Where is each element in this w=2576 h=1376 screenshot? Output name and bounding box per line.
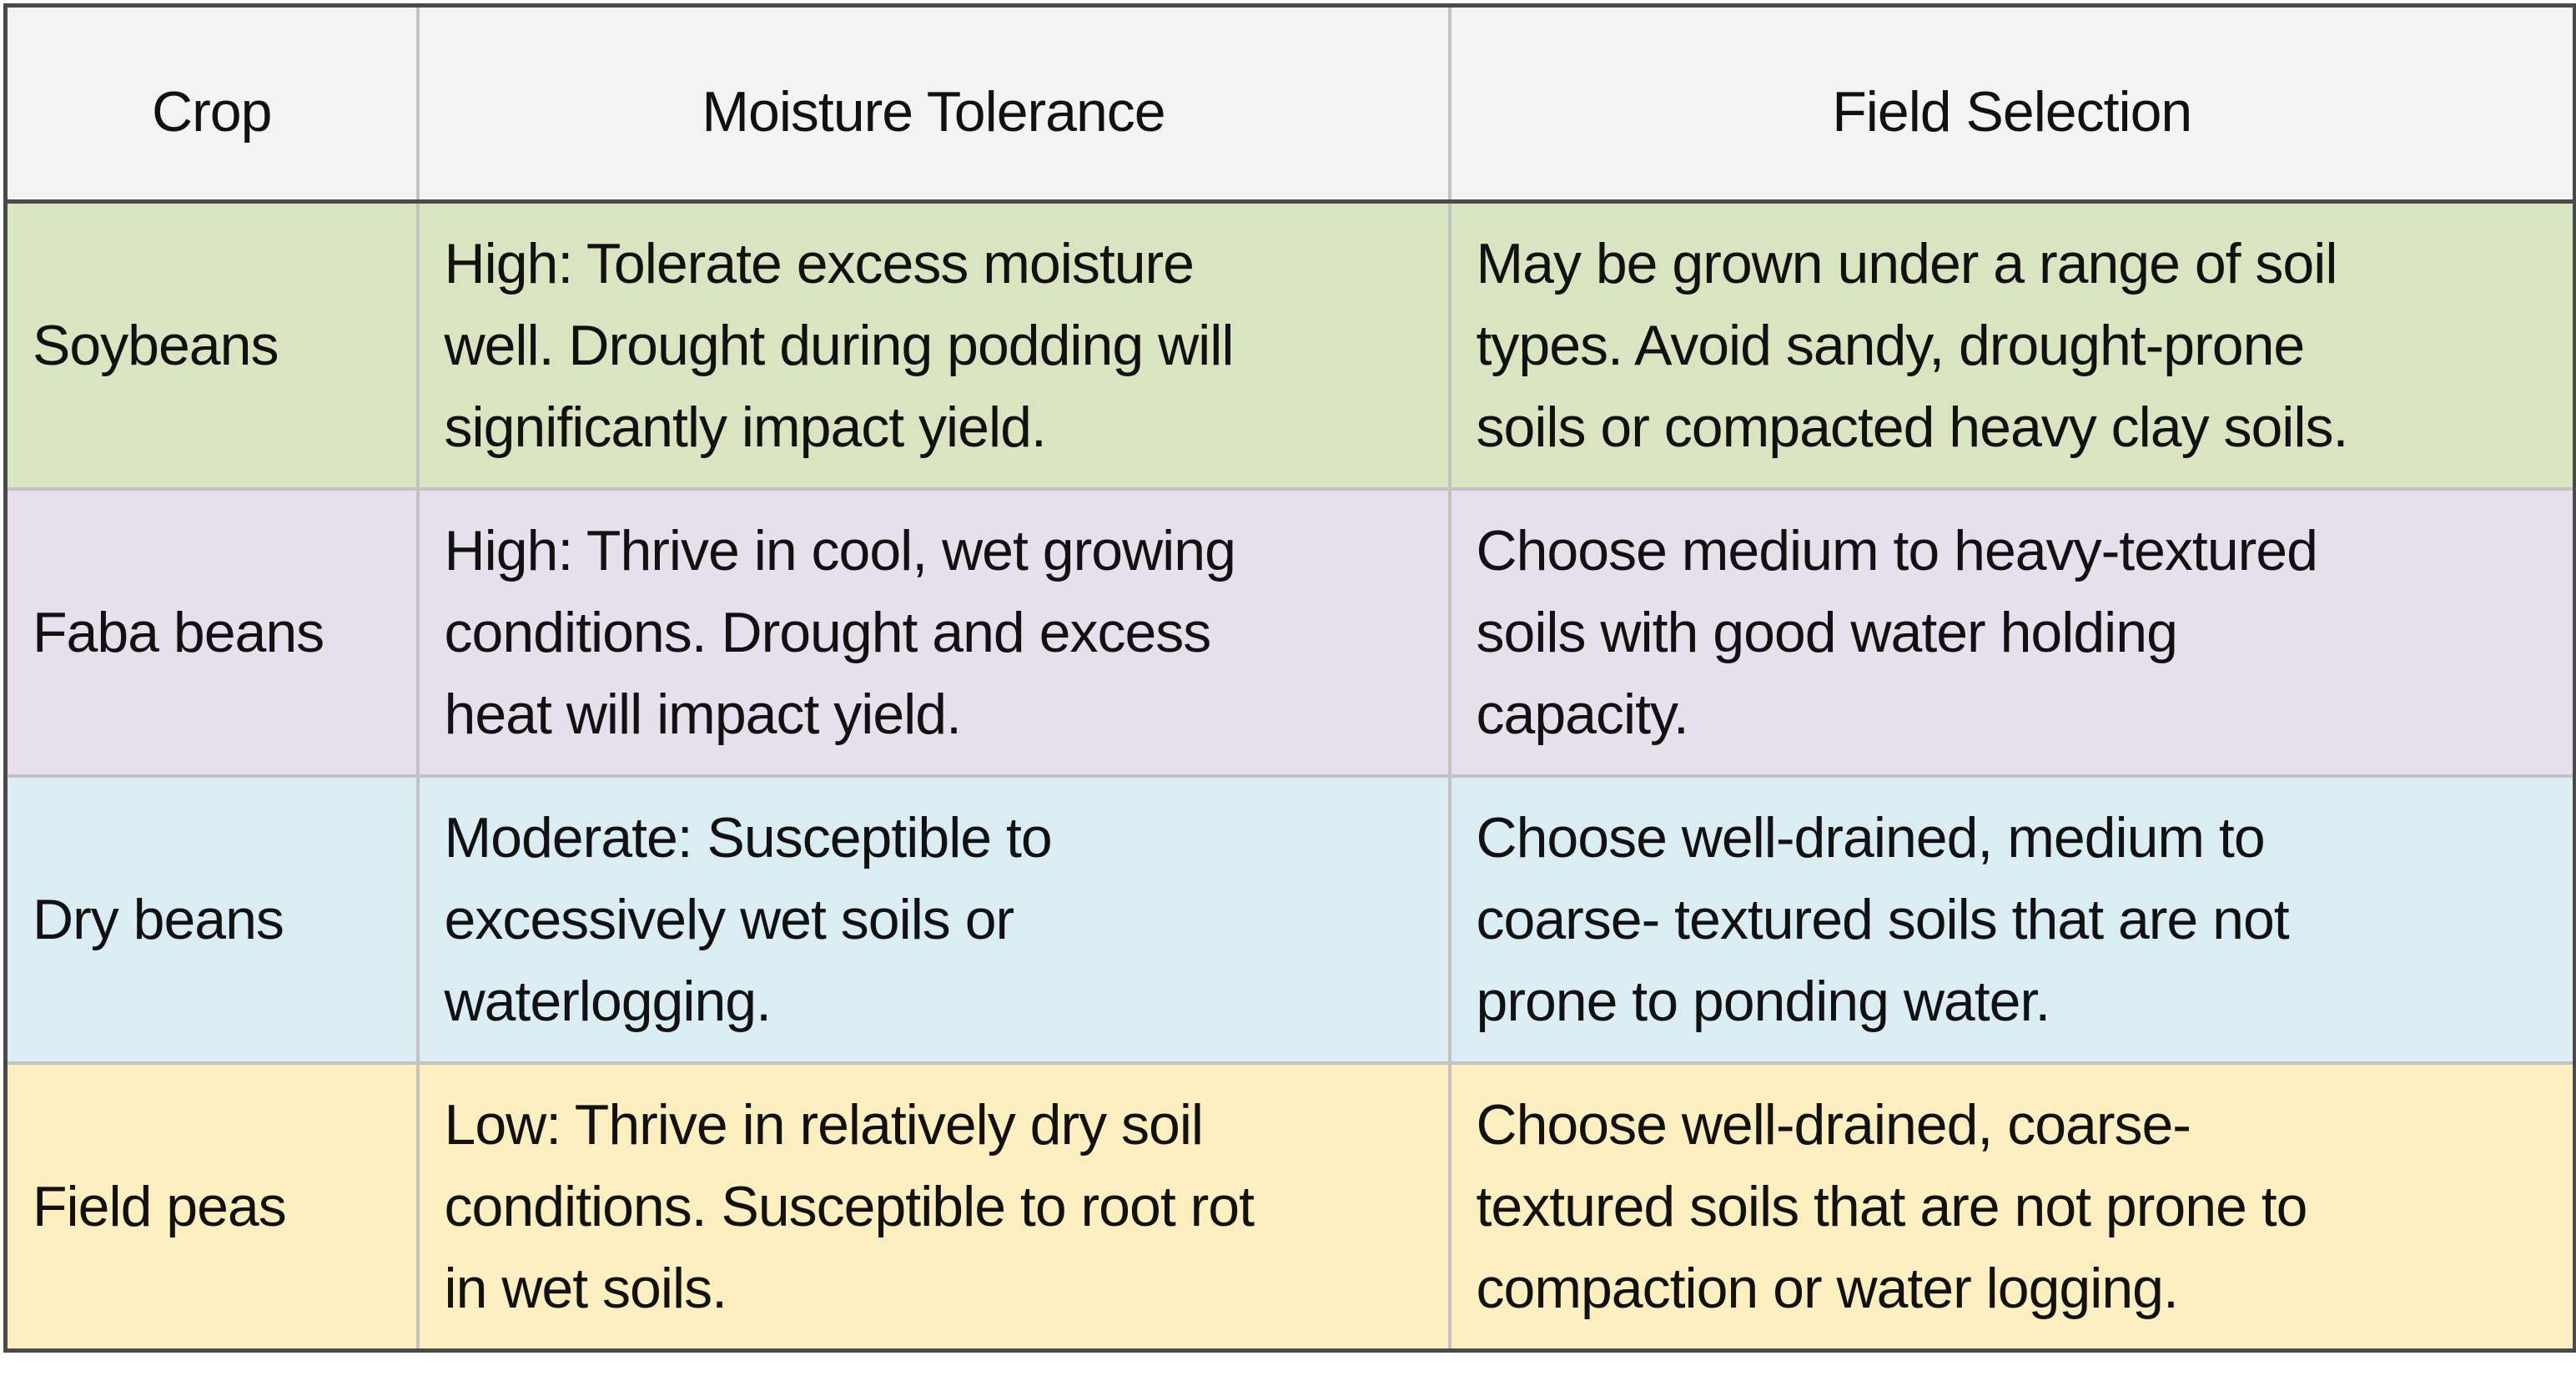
cell-text-line: Choose well-drained, medium to (1476, 806, 2266, 869)
cell-text-line: capacity. (1476, 683, 1689, 746)
header-field-selection: Field Selection (1447, 3, 2576, 204)
table-row: Faba beans High: Thrive in cool, wet grow… (3, 487, 2576, 778)
cell-text-line: Moderate: Susceptible to (444, 806, 1053, 869)
crop-cell: Soybeans (3, 199, 420, 491)
cell-text-line: well. Drought during podding will (444, 314, 1235, 377)
table-row: Soybeans High: Tolerate excess moisture we… (3, 199, 2576, 491)
cell-text-line: coarse- textured soils that are not (1476, 888, 2290, 951)
header-row: Crop Moisture Tolerance Field Selection (3, 3, 2576, 204)
cell-text-line: types. Avoid sandy, drought-prone (1476, 314, 2306, 377)
cell-text-line: Choose well-drained, coarse- (1476, 1093, 2191, 1157)
cell-text-line: heat will impact yield. (444, 683, 962, 746)
cell-text-line: excessively wet soils or (444, 888, 1015, 951)
cell-text-line: May be grown under a range of soil (1476, 232, 2338, 295)
table-row: Dry beans Moderate: Susceptible to excessi… (3, 774, 2576, 1065)
cell-text-line: soils with good water holding (1476, 601, 2178, 664)
crop-cell: Faba beans (3, 487, 420, 778)
cell-text-line: High: Thrive in cool, wet growing (444, 519, 1236, 582)
moisture-tolerance-cell: High: Tolerate excess moisture well. Drou… (415, 199, 1452, 491)
moisture-tolerance-cell: Moderate: Susceptible to excessively wet … (415, 774, 1452, 1065)
cell-text-line: compaction or water logging. (1476, 1257, 2179, 1320)
cell-text-line: in wet soils. (444, 1257, 727, 1320)
field-selection-cell: Choose well-drained, coarse-textured soi… (1447, 1061, 2576, 1353)
cell-text-line: conditions. Susceptible to root rot (444, 1175, 1255, 1238)
field-selection-cell: Choose medium to heavy-textured soils wit… (1447, 487, 2576, 778)
cell-text-line: waterlogging. (444, 970, 772, 1033)
cell-text-line: High: Tolerate excess moisture (444, 232, 1195, 295)
crop-cell: Field peas (3, 1061, 420, 1353)
cell-text-line: soils or compacted heavy clay soils. (1476, 396, 2349, 459)
moisture-tolerance-cell: High: Thrive in cool, wet growing conditi… (415, 487, 1452, 778)
moisture-tolerance-cell: Low: Thrive in relatively dry soil condit… (415, 1061, 1452, 1353)
crop-cell: Dry beans (3, 774, 420, 1065)
cell-text-line: conditions. Drought and excess (444, 601, 1212, 664)
header-moisture-tolerance: Moisture Tolerance (415, 3, 1452, 204)
cell-text-line: Low: Thrive in relatively dry soil (444, 1093, 1205, 1157)
header-crop: Crop (3, 3, 420, 204)
cell-text-line: prone to ponding water. (1476, 970, 2051, 1033)
field-selection-cell: Choose well-drained, medium to coarse- te… (1447, 774, 2576, 1065)
cell-text-line: textured soils that are not prone to (1476, 1175, 2308, 1238)
cell-text-line: Choose medium to heavy-textured (1476, 519, 2318, 582)
field-selection-cell: May be grown under a range of soil types.… (1447, 199, 2576, 491)
cell-text-line: significantly impact yield. (444, 396, 1047, 459)
crop-comparison-table: Crop Moisture Tolerance Field Selection … (3, 3, 2576, 1353)
table-row: Field peas Low: Thrive in relatively dry … (3, 1061, 2576, 1353)
